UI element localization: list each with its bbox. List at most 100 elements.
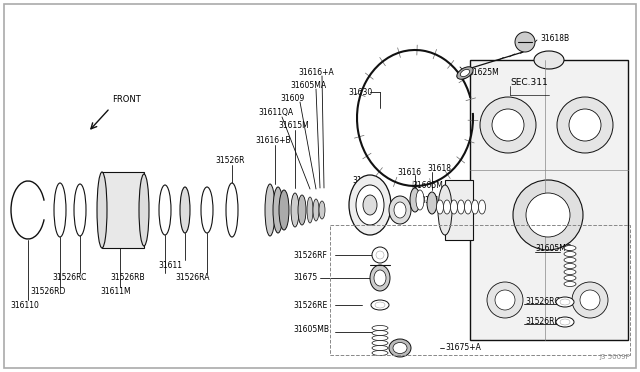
Ellipse shape (564, 263, 576, 269)
Ellipse shape (74, 184, 86, 236)
Ellipse shape (438, 185, 452, 235)
Circle shape (376, 251, 384, 259)
Bar (102, 172, 144, 248)
Ellipse shape (534, 51, 564, 69)
Ellipse shape (374, 270, 386, 286)
Ellipse shape (460, 70, 470, 77)
Ellipse shape (556, 297, 574, 307)
Ellipse shape (564, 282, 576, 286)
Circle shape (526, 193, 570, 237)
Ellipse shape (201, 187, 213, 233)
Circle shape (372, 247, 388, 263)
Text: 31625M: 31625M (468, 67, 499, 77)
Ellipse shape (298, 195, 306, 225)
Circle shape (492, 109, 524, 141)
Ellipse shape (180, 187, 190, 233)
Text: 31605MA: 31605MA (290, 80, 326, 90)
Ellipse shape (416, 190, 424, 210)
Ellipse shape (226, 183, 238, 237)
Ellipse shape (159, 185, 171, 235)
Ellipse shape (389, 196, 411, 224)
Ellipse shape (457, 67, 473, 79)
Circle shape (572, 282, 608, 318)
Circle shape (513, 180, 583, 250)
Bar (470, 60, 628, 340)
Ellipse shape (556, 317, 574, 327)
Ellipse shape (436, 200, 444, 214)
Ellipse shape (291, 193, 299, 227)
Ellipse shape (458, 200, 465, 214)
Ellipse shape (564, 257, 576, 263)
Text: 31605MC: 31605MC (535, 244, 571, 253)
Ellipse shape (319, 201, 325, 219)
Circle shape (495, 290, 515, 310)
Ellipse shape (375, 302, 385, 308)
Ellipse shape (356, 185, 384, 225)
Ellipse shape (410, 188, 420, 212)
Ellipse shape (372, 330, 388, 336)
Ellipse shape (444, 200, 451, 214)
Text: 31615: 31615 (352, 176, 376, 185)
Text: J3 5009P: J3 5009P (599, 354, 630, 360)
Text: 31616+A: 31616+A (298, 67, 333, 77)
Ellipse shape (273, 187, 283, 233)
Ellipse shape (372, 336, 388, 340)
Ellipse shape (97, 172, 107, 248)
Text: 31618B: 31618B (540, 33, 569, 42)
Ellipse shape (564, 251, 576, 257)
Text: 31611: 31611 (158, 260, 182, 269)
Ellipse shape (560, 299, 570, 305)
Text: 31526RF: 31526RF (293, 250, 327, 260)
Text: 31616+B: 31616+B (255, 135, 291, 144)
Ellipse shape (564, 246, 576, 250)
Ellipse shape (479, 200, 486, 214)
Text: 31605M: 31605M (412, 180, 443, 189)
Ellipse shape (389, 339, 411, 357)
Text: 31526RE: 31526RE (293, 301, 327, 310)
Circle shape (515, 32, 535, 52)
Ellipse shape (370, 265, 390, 291)
Bar (445, 180, 473, 240)
Text: SEC.311: SEC.311 (510, 77, 548, 87)
Text: 31675: 31675 (293, 273, 317, 282)
Ellipse shape (560, 319, 570, 325)
Circle shape (580, 290, 600, 310)
Text: 31611M: 31611M (100, 288, 131, 296)
Ellipse shape (371, 300, 389, 310)
Text: 31526RH: 31526RH (525, 317, 560, 327)
Ellipse shape (472, 200, 479, 214)
Ellipse shape (372, 326, 388, 330)
Circle shape (480, 97, 536, 153)
Circle shape (487, 282, 523, 318)
Text: 31675+A: 31675+A (445, 343, 481, 353)
Text: 31526RG: 31526RG (525, 298, 561, 307)
Text: 31526RC: 31526RC (52, 273, 86, 282)
Text: 31526RB: 31526RB (110, 273, 145, 282)
Ellipse shape (372, 346, 388, 350)
Text: 31615M: 31615M (278, 121, 308, 129)
Text: FRONT: FRONT (112, 95, 141, 104)
Text: 31618: 31618 (427, 164, 451, 173)
Text: 31526RD: 31526RD (30, 288, 65, 296)
Text: 31630: 31630 (348, 87, 372, 96)
Ellipse shape (465, 200, 472, 214)
Circle shape (557, 97, 613, 153)
Ellipse shape (564, 276, 576, 280)
Ellipse shape (279, 190, 289, 230)
Circle shape (569, 109, 601, 141)
Text: 31526RA: 31526RA (175, 273, 209, 282)
Ellipse shape (139, 174, 149, 246)
Ellipse shape (363, 195, 377, 215)
Text: 316110: 316110 (10, 301, 39, 310)
Ellipse shape (349, 175, 391, 235)
Ellipse shape (307, 197, 313, 223)
Ellipse shape (393, 343, 407, 353)
Text: 31611QA: 31611QA (258, 108, 293, 116)
Text: 31605MB: 31605MB (293, 326, 329, 334)
Text: 31609: 31609 (280, 93, 304, 103)
Text: 31526R: 31526R (215, 155, 244, 164)
Ellipse shape (427, 192, 437, 214)
Ellipse shape (372, 350, 388, 356)
Text: 31619: 31619 (420, 196, 444, 205)
Ellipse shape (372, 340, 388, 346)
